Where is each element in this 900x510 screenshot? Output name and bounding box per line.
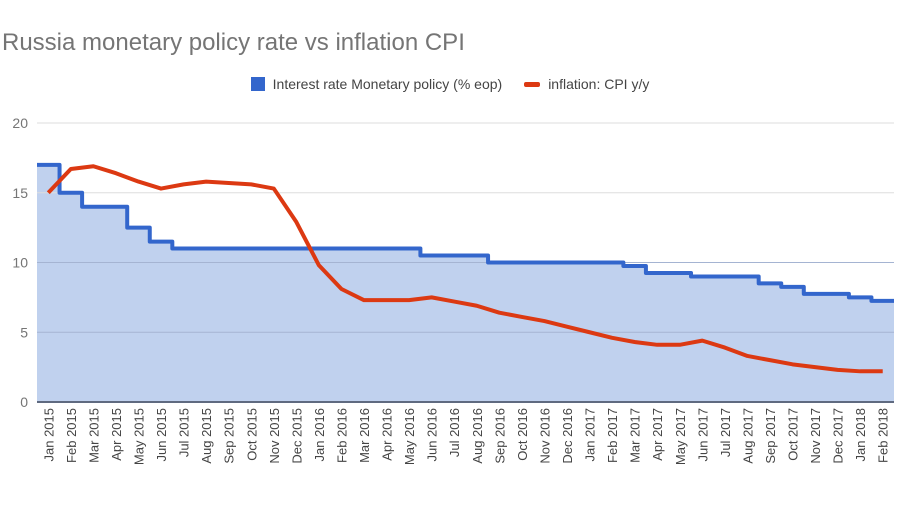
chart-title: Russia monetary policy rate vs inflation…	[2, 29, 465, 56]
x-tick-label: Nov 2016	[537, 408, 552, 464]
x-tick-label: Mar 2016	[357, 408, 372, 463]
x-tick-label: May 2016	[402, 408, 417, 465]
x-tick-label: Sep 2017	[763, 408, 778, 464]
legend-item-inflation[interactable]: inflation: CPI y/y	[524, 76, 649, 92]
interest-rate-area	[37, 164, 894, 402]
x-tick-label: Dec 2015	[289, 408, 304, 464]
x-tick-label: Jul 2015	[177, 408, 192, 457]
x-tick-label: Mar 2015	[86, 408, 101, 463]
x-tick-label: Oct 2016	[515, 408, 530, 461]
x-tick-label: Jan 2018	[853, 408, 868, 462]
x-tick-label: Dec 2016	[560, 408, 575, 464]
x-tick-label: Sep 2015	[222, 408, 237, 464]
x-tick-label: Sep 2016	[492, 408, 507, 464]
y-tick-label: 10	[12, 255, 28, 271]
legend-item-interest-rate[interactable]: Interest rate Monetary policy (% eop)	[250, 76, 503, 92]
x-tick-label: Nov 2017	[808, 408, 823, 464]
legend-swatch-inflation	[524, 81, 541, 87]
y-tick-label: 20	[12, 115, 28, 131]
x-tick-label: Apr 2017	[650, 408, 665, 461]
x-tick-label: Nov 2015	[267, 408, 282, 464]
y-tick-label: 0	[20, 394, 28, 410]
x-tick-label: Jul 2016	[447, 408, 462, 457]
x-tick-label: Aug 2015	[199, 408, 214, 464]
y-tick-label: 5	[20, 324, 28, 340]
x-tick-label: Apr 2016	[380, 408, 395, 461]
x-tick-label: Jun 2016	[425, 408, 440, 462]
x-tick-label: Apr 2015	[109, 408, 124, 461]
x-tick-label: Jun 2015	[154, 408, 169, 462]
x-tick-label: Feb 2016	[334, 408, 349, 463]
x-tick-label: Oct 2017	[786, 408, 801, 461]
legend-label-interest-rate: Interest rate Monetary policy (% eop)	[272, 76, 503, 92]
x-tick-label: Oct 2015	[244, 408, 259, 461]
x-tick-label: Jun 2017	[695, 408, 710, 462]
x-tick-label: Aug 2016	[470, 408, 485, 464]
legend-swatch-interest-rate	[250, 77, 265, 91]
interest-rate-line	[37, 162, 894, 303]
x-tick-label: Dec 2017	[831, 408, 846, 464]
y-tick-label: 15	[12, 185, 28, 201]
x-tick-label: Feb 2015	[64, 408, 79, 463]
x-tick-label: Jan 2016	[312, 408, 327, 462]
x-tick-label: Mar 2017	[628, 408, 643, 463]
x-tick-label: May 2015	[131, 408, 146, 465]
x-tick-label: Feb 2017	[605, 408, 620, 463]
x-tick-label: Aug 2017	[740, 408, 755, 464]
legend-label-inflation: inflation: CPI y/y	[548, 76, 650, 92]
x-tick-label: Jul 2017	[718, 408, 733, 457]
x-tick-label: Jan 2017	[583, 408, 598, 462]
x-tick-label: Feb 2018	[876, 408, 891, 463]
x-tick-label: May 2017	[673, 408, 688, 465]
inflation-line	[46, 164, 883, 374]
legend: Interest rate Monetary policy (% eop) in…	[0, 76, 900, 92]
x-tick-label: Jan 2015	[41, 408, 56, 462]
